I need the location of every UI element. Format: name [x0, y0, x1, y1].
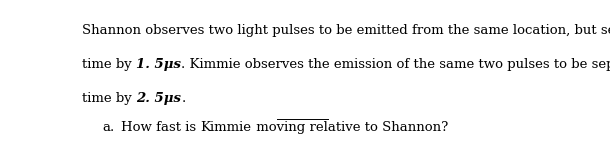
Text: .: . — [181, 92, 185, 105]
Text: time by: time by — [82, 92, 137, 105]
Text: Kimmie: Kimmie — [201, 121, 251, 134]
Text: a.: a. — [102, 121, 115, 134]
Text: How fast is: How fast is — [121, 121, 201, 134]
Text: . Kimmie observes the emission of the same two pulses to be separated in: . Kimmie observes the emission of the sa… — [181, 58, 610, 71]
Text: 1. 5μs: 1. 5μs — [137, 58, 181, 71]
Text: 2. 5μs: 2. 5μs — [137, 92, 181, 105]
Text: moving relative to Shannon?: moving relative to Shannon? — [251, 121, 448, 134]
Text: time by: time by — [82, 58, 137, 71]
Text: Shannon observes two light pulses to be emitted from the same location, but sepa: Shannon observes two light pulses to be … — [82, 24, 610, 37]
